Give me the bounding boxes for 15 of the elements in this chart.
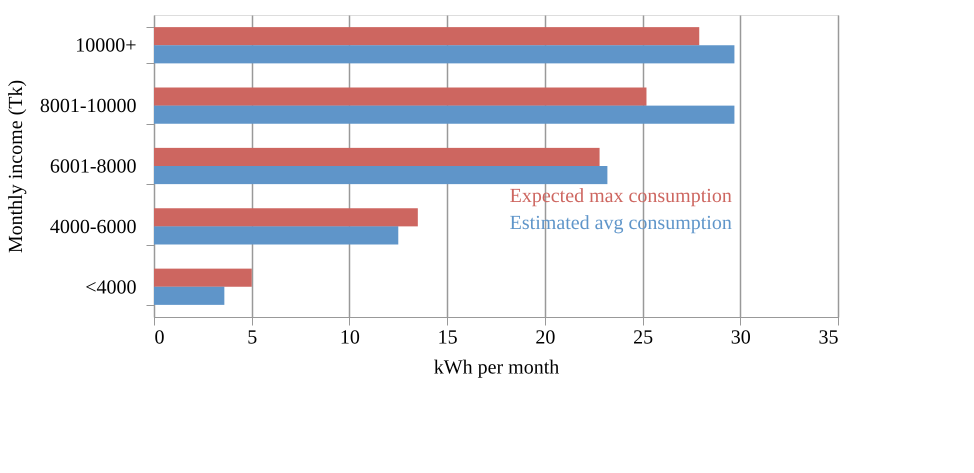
y-tick-label: 6001-8000 xyxy=(50,156,136,178)
x-tick-label: 20 xyxy=(535,326,556,348)
y-axis-title: Monthly income (Tk) xyxy=(4,80,27,254)
y-tick-label: 4000-6000 xyxy=(50,216,136,238)
x-tick-label: 35 xyxy=(818,326,838,348)
x-tick-label: 10 xyxy=(340,326,360,348)
y-tick-label: <4000 xyxy=(85,276,136,298)
x-axis-title: kWh per month xyxy=(434,356,560,378)
x-tick-label: 30 xyxy=(730,326,751,348)
x-tick-label: 0 xyxy=(154,326,164,348)
x-tick-label: 25 xyxy=(633,326,654,348)
x-tick-label: 15 xyxy=(438,326,458,348)
y-tick-label: 8001-10000 xyxy=(40,95,136,118)
y-tick-label: 10000+ xyxy=(75,34,136,57)
x-tick-label: 5 xyxy=(247,326,258,348)
